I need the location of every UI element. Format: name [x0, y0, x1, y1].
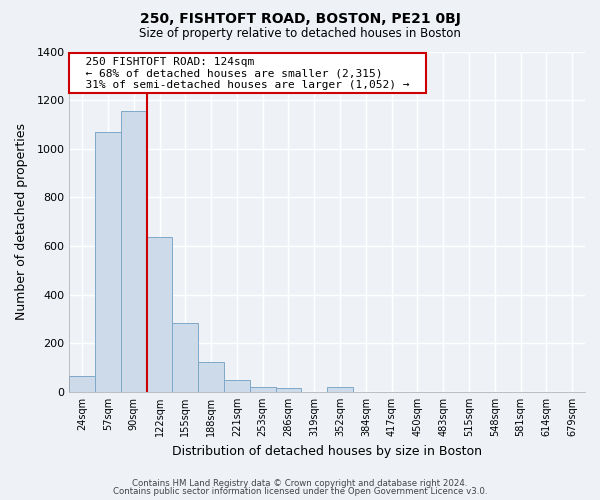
- Text: Contains public sector information licensed under the Open Government Licence v3: Contains public sector information licen…: [113, 487, 487, 496]
- Bar: [172, 322, 198, 392]
- Bar: [250, 386, 275, 392]
- Text: 250 FISHTOFT ROAD: 124sqm
  ← 68% of detached houses are smaller (2,315)
  31% o: 250 FISHTOFT ROAD: 124sqm ← 68% of detac…: [72, 56, 423, 90]
- Bar: [327, 387, 353, 392]
- Bar: [95, 132, 121, 392]
- Bar: [70, 376, 95, 392]
- Text: Contains HM Land Registry data © Crown copyright and database right 2024.: Contains HM Land Registry data © Crown c…: [132, 478, 468, 488]
- X-axis label: Distribution of detached houses by size in Boston: Distribution of detached houses by size …: [172, 444, 482, 458]
- Bar: [275, 388, 301, 392]
- Bar: [146, 237, 172, 392]
- Bar: [198, 362, 224, 392]
- Bar: [121, 111, 146, 392]
- Text: Size of property relative to detached houses in Boston: Size of property relative to detached ho…: [139, 28, 461, 40]
- Text: 250, FISHTOFT ROAD, BOSTON, PE21 0BJ: 250, FISHTOFT ROAD, BOSTON, PE21 0BJ: [140, 12, 460, 26]
- Bar: [224, 380, 250, 392]
- Y-axis label: Number of detached properties: Number of detached properties: [15, 123, 28, 320]
